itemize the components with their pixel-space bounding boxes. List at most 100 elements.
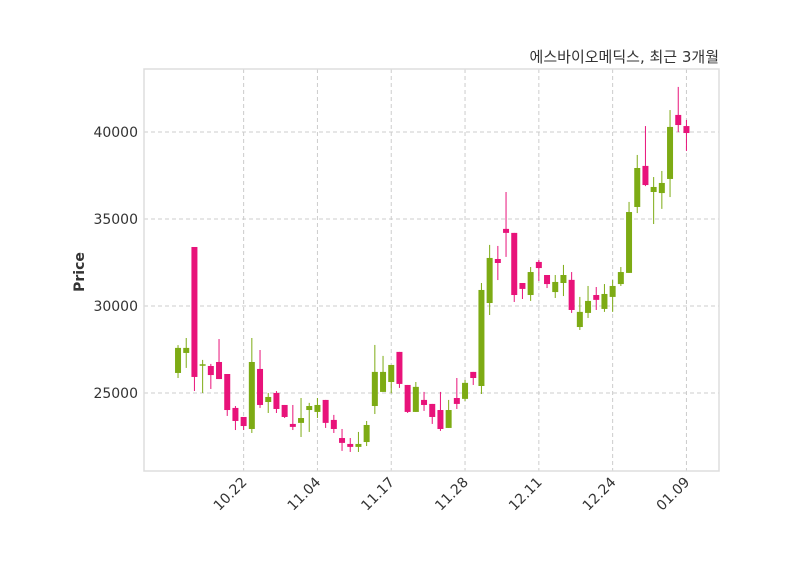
- candle: [298, 398, 305, 437]
- candle: [314, 398, 321, 419]
- candle-body: [429, 403, 436, 417]
- candle: [216, 339, 223, 380]
- candle: [371, 344, 378, 415]
- y-tick-label: 40000: [93, 125, 138, 141]
- candle: [281, 404, 288, 419]
- candle-body: [216, 361, 223, 380]
- x-tick-label: 10.22: [211, 475, 251, 515]
- candle-body: [585, 300, 592, 313]
- candle-body: [601, 293, 608, 309]
- candle: [330, 414, 337, 433]
- candle-body: [609, 285, 616, 297]
- candle: [257, 349, 264, 408]
- candle: [658, 170, 665, 209]
- candle: [388, 364, 395, 394]
- candle-body: [650, 186, 657, 193]
- candle: [421, 391, 428, 411]
- candle: [568, 272, 575, 313]
- candle-body: [552, 281, 559, 293]
- candle: [183, 337, 190, 368]
- candle: [535, 260, 542, 281]
- x-axis: 10.22 11.04 11.17 11.28 12.11 12.24 01.09: [211, 474, 693, 514]
- candle: [207, 363, 214, 389]
- candle: [240, 416, 247, 431]
- candle-body: [535, 261, 542, 269]
- candle-body: [642, 165, 649, 186]
- candle-body: [224, 374, 231, 411]
- candle-body: [527, 272, 534, 296]
- candle: [609, 280, 616, 312]
- candle: [265, 392, 272, 413]
- candle: [601, 284, 608, 312]
- candle-body: [421, 399, 428, 405]
- candle: [511, 232, 518, 302]
- candle: [683, 119, 690, 151]
- candle: [626, 201, 633, 273]
- candle-body: [494, 258, 501, 263]
- candle: [527, 266, 534, 301]
- candle-body: [330, 419, 337, 429]
- candles: [175, 86, 690, 452]
- x-tick-label: 11.17: [358, 475, 398, 515]
- candle-body: [199, 364, 206, 366]
- x-tick-label: 12.11: [506, 475, 546, 515]
- candle-body: [240, 416, 247, 427]
- candle-body: [617, 272, 624, 285]
- plot-frame: [143, 68, 720, 472]
- candle-body: [445, 410, 452, 428]
- candle: [453, 378, 460, 409]
- candle: [503, 192, 510, 257]
- candle: [396, 351, 403, 388]
- candle-body: [462, 382, 469, 399]
- candle: [306, 402, 313, 432]
- y-tick-label: 35000: [93, 212, 138, 228]
- x-tick-label: 01.09: [654, 475, 694, 515]
- candle: [544, 275, 551, 289]
- candle-body: [675, 114, 682, 126]
- candle: [273, 391, 280, 413]
- y-axis: 25000 30000 35000 40000: [93, 125, 138, 402]
- candle-body: [265, 396, 272, 403]
- candle: [650, 177, 657, 225]
- candle: [494, 245, 501, 281]
- candle-body: [257, 368, 264, 405]
- candle-body: [289, 423, 296, 427]
- candle-body: [412, 386, 419, 412]
- grid: [144, 69, 719, 471]
- candle: [478, 283, 485, 395]
- candle: [470, 371, 477, 385]
- candle-body: [404, 384, 411, 412]
- candle: [380, 355, 387, 392]
- candle: [576, 296, 583, 330]
- chart-title: 에스바이오메딕스, 최근 3개월: [530, 48, 719, 66]
- candle: [560, 264, 567, 297]
- candle-body: [683, 126, 690, 134]
- candle-body: [593, 295, 600, 300]
- candle-body: [248, 361, 255, 429]
- candle-body: [322, 399, 329, 423]
- candle: [191, 246, 198, 392]
- candle-body: [314, 404, 321, 412]
- candle: [585, 285, 592, 318]
- candle-body: [388, 364, 395, 383]
- candle: [462, 379, 469, 401]
- candle: [667, 110, 674, 198]
- candle-body: [347, 443, 354, 447]
- candle-body: [568, 279, 575, 310]
- candle: [248, 337, 255, 433]
- candle-body: [183, 347, 190, 353]
- candle: [339, 428, 346, 451]
- candle-body: [232, 407, 239, 421]
- x-tick-label: 12.24: [580, 474, 620, 514]
- x-tick-label: 11.28: [432, 475, 472, 515]
- candle-body: [281, 404, 288, 417]
- candle-body: [576, 311, 583, 328]
- candle: [289, 404, 296, 431]
- candle-body: [306, 406, 313, 411]
- candle-body: [175, 347, 182, 373]
- candle: [412, 382, 419, 412]
- candle-body: [486, 257, 493, 304]
- candle: [199, 359, 206, 393]
- candle-body: [396, 351, 403, 384]
